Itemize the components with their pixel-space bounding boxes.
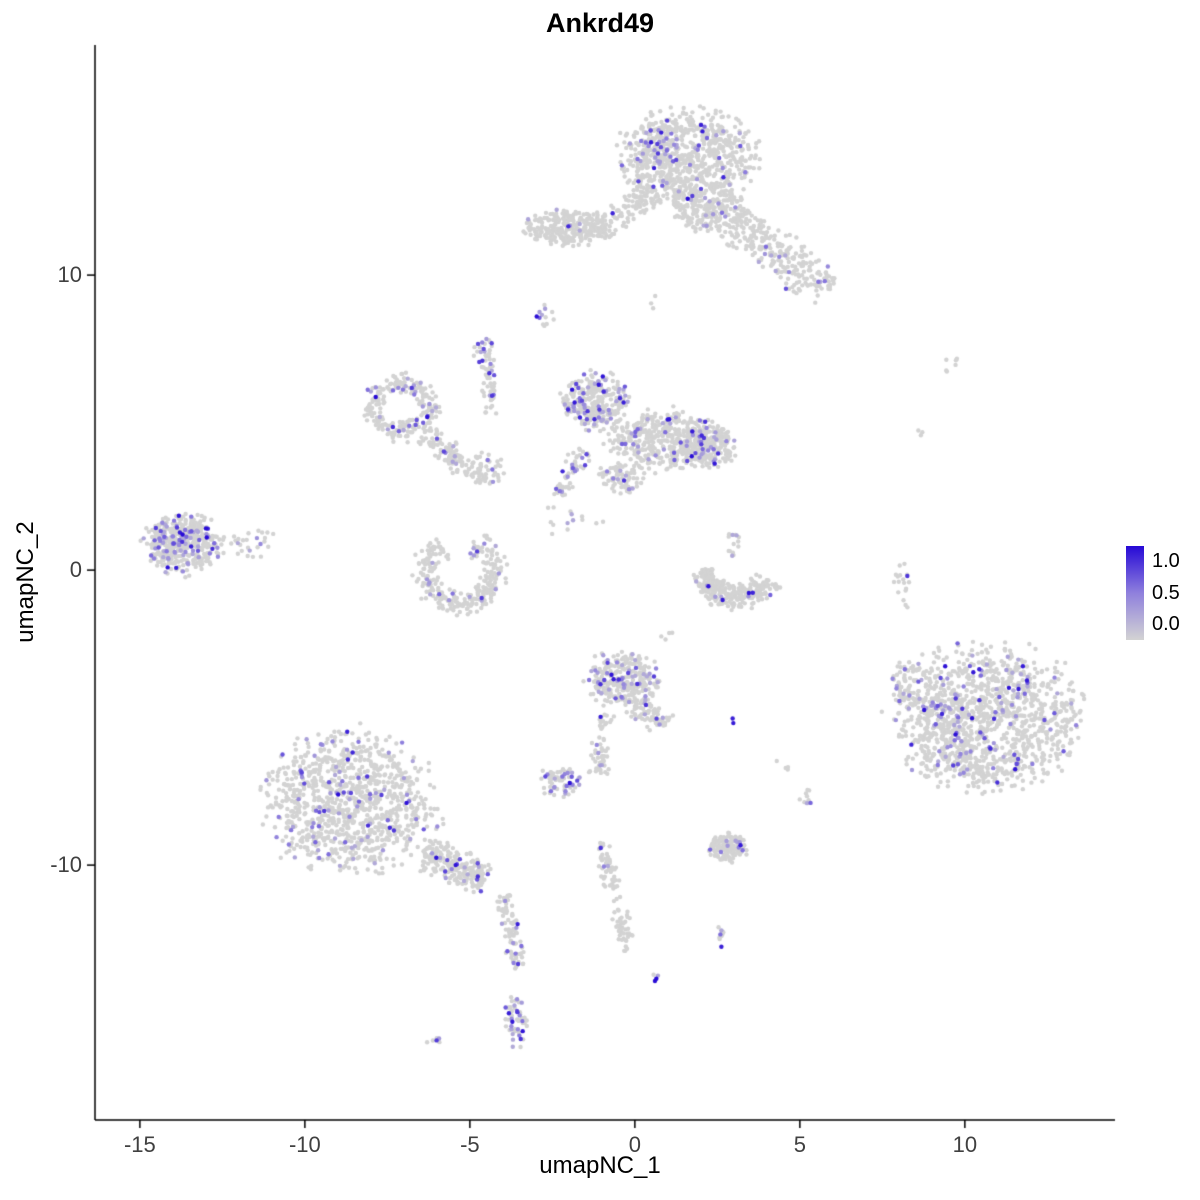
x-tick-label: -15 [123, 1132, 156, 1157]
y-tick-label: 0 [69, 557, 82, 583]
y-tick-label: 10 [57, 262, 82, 288]
y-axis-title: umapNC_2 [12, 521, 39, 643]
expression-legend: 1.0 0.5 0.0 [1126, 546, 1180, 640]
x-tick-label: 5 [793, 1132, 806, 1157]
x-tick-label: 10 [952, 1132, 978, 1157]
x-tick-label: -10 [288, 1132, 321, 1157]
y-tick-label: -10 [50, 852, 82, 878]
legend-colorbar [1126, 546, 1144, 640]
legend-tick-label: 0.0 [1152, 613, 1180, 635]
legend-tick-labels: 1.0 0.5 0.0 [1152, 550, 1180, 636]
legend-tick-label: 0.5 [1152, 581, 1180, 604]
x-tick-label: -5 [460, 1132, 480, 1157]
x-axis-title: umapNC_1 [539, 1152, 661, 1179]
legend-tick-label: 1.0 [1152, 550, 1180, 572]
x-tick-label: 0 [628, 1132, 641, 1157]
plot-title: Ankrd49 [545, 8, 655, 38]
